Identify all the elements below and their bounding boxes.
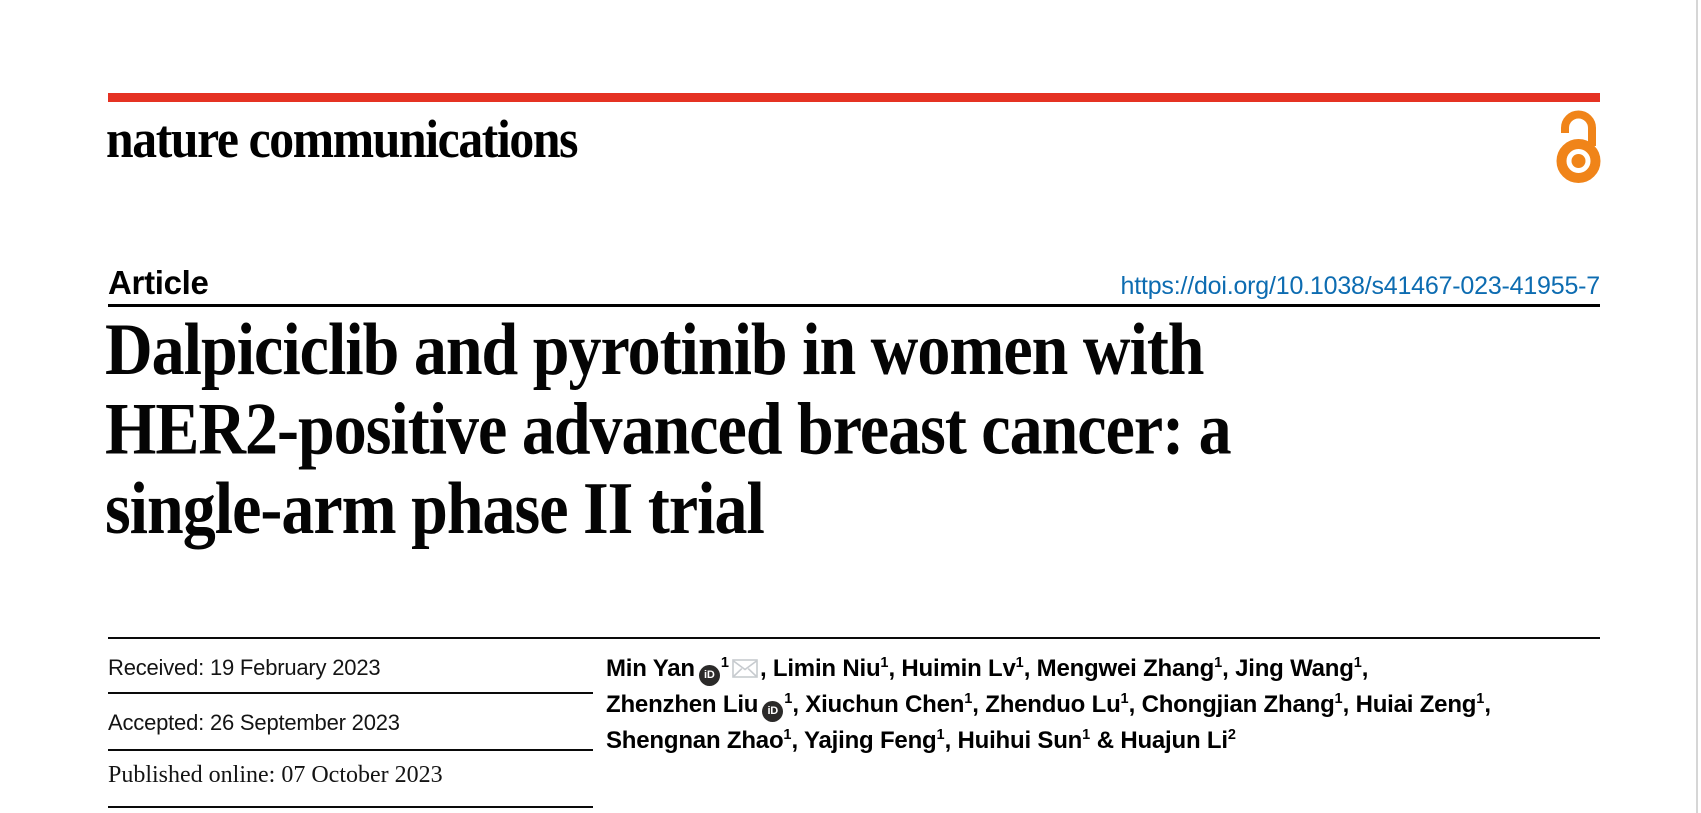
author-name: Jing Wang: [1235, 655, 1354, 682]
affiliation-superscript: 1: [720, 655, 729, 671]
orcid-icon[interactable]: iD: [698, 665, 720, 686]
section-divider: [108, 637, 1600, 639]
affiliation-superscript: 1: [783, 727, 792, 743]
masthead-red-bar: [108, 93, 1600, 102]
affiliation-superscript: 2: [1227, 727, 1236, 743]
history-divider: [108, 806, 593, 808]
author-name: Zhenduo Lu: [985, 691, 1121, 718]
author-line: Zhenzhen Liu iD1, Xiuchun Chen1, Zhenduo …: [606, 681, 1506, 722]
orcid-icon[interactable]: iD: [762, 701, 784, 722]
author-separator: ,: [1342, 691, 1356, 718]
author-separator: ,: [888, 655, 902, 682]
author-separator: ,: [791, 727, 804, 754]
nature-communications-logo: nature communications: [106, 109, 578, 169]
author-name: Chongjian Zhang: [1141, 691, 1335, 718]
title-line: Dalpiciclib and pyrotinib in women with: [105, 308, 1205, 391]
author-separator: ,: [1361, 655, 1369, 682]
affiliation-superscript: 1: [1353, 655, 1362, 671]
history-divider: [108, 749, 593, 751]
published-date: Published online: 07 October 2023: [108, 762, 443, 788]
open-access-icon[interactable]: [1554, 104, 1604, 186]
title-line: HER2-positive advanced breast cancer: a: [105, 388, 1232, 471]
accepted-date: Accepted: 26 September 2023: [108, 710, 400, 735]
affiliation-superscript: 1: [1334, 691, 1343, 707]
author-name: Yajing Feng: [804, 727, 937, 754]
author-name: Xiuchun Chen: [805, 691, 965, 718]
article-kicker: Article: [108, 264, 209, 301]
author-list: Min Yan iD1, Limin Niu1, Huimin Lv1, Meng…: [606, 645, 1506, 754]
affiliation-superscript: 1: [784, 691, 793, 707]
author-line: Min Yan iD1, Limin Niu1, Huimin Lv1, Meng…: [606, 645, 1506, 686]
doi-link[interactable]: https://doi.org/10.1038/s41467-023-41955…: [1120, 272, 1601, 300]
author-name: Huihui Sun: [957, 727, 1083, 754]
author-separator: ,: [1222, 655, 1236, 682]
author-name: Zhenzhen Liu: [606, 691, 759, 718]
author-name: Limin Niu: [772, 655, 881, 682]
article-header-row: Article https://doi.org/10.1038/s41467-0…: [108, 264, 1600, 302]
author-name: Min Yan: [606, 655, 695, 682]
page-edge-divider: [1696, 0, 1698, 813]
author-name: Huimin Lv: [901, 655, 1016, 682]
affiliation-superscript: 1: [1476, 691, 1485, 707]
author-name: Huajun Li: [1120, 727, 1228, 754]
author-line: Shengnan Zhao1, Yajing Feng1, Huihui Sun…: [606, 717, 1506, 754]
article-title: Dalpiciclib and pyrotinib in women with …: [105, 310, 1525, 549]
author-separator: ,: [1128, 691, 1142, 718]
affiliation-superscript: 1: [1120, 691, 1129, 707]
author-separator: ,: [1023, 655, 1037, 682]
author-separator: ,: [1484, 691, 1491, 718]
affiliation-superscript: 1: [1082, 727, 1091, 743]
author-name: Mengwei Zhang: [1036, 655, 1215, 682]
email-icon[interactable]: [732, 659, 758, 678]
affiliation-superscript: 1: [1214, 655, 1223, 671]
author-name: Shengnan Zhao: [606, 727, 784, 754]
received-date: Received: 19 February 2023: [108, 655, 381, 680]
author-separator: ,: [944, 727, 958, 754]
author-name: Huiai Zeng: [1355, 691, 1477, 718]
history-divider: [108, 692, 593, 694]
author-separator: ,: [972, 691, 986, 718]
header-divider: [108, 304, 1600, 307]
author-separator: ,: [792, 691, 806, 718]
affiliation-superscript: 1: [1015, 655, 1024, 671]
affiliation-superscript: 1: [936, 727, 945, 743]
affiliation-superscript: 1: [880, 655, 889, 671]
title-line: single-arm phase II trial: [105, 467, 765, 550]
author-separator: ,: [759, 655, 773, 682]
author-separator: &: [1090, 727, 1121, 754]
affiliation-superscript: 1: [964, 691, 973, 707]
